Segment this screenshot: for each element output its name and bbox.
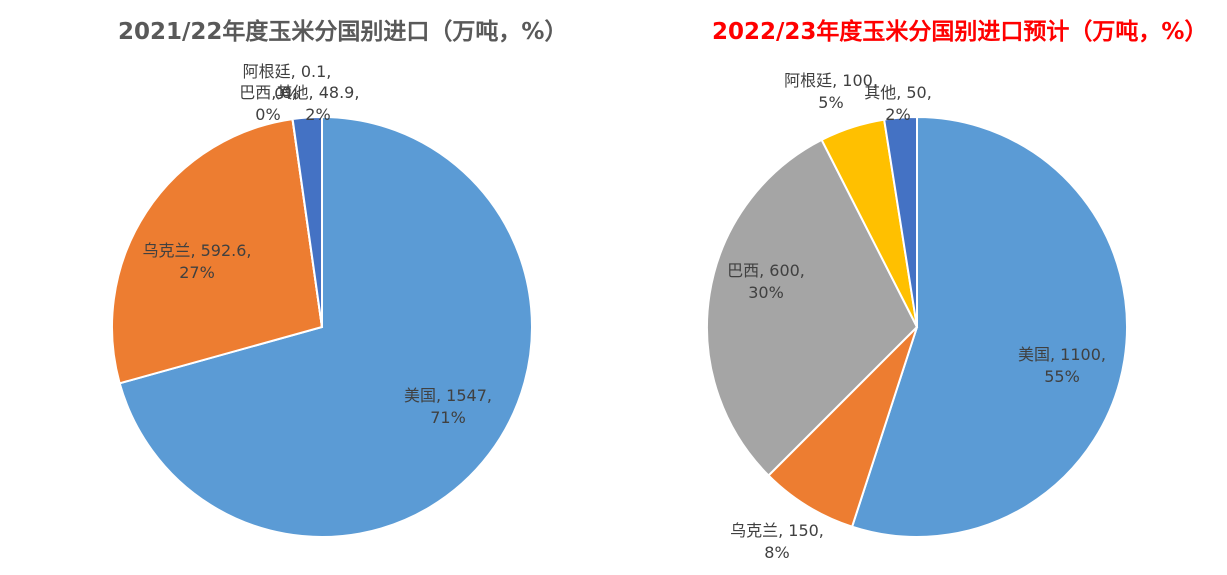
pie1-data-label-0: 美国, 1547, 71% [404,386,492,427]
pie2-data-label-0: 美国, 1100, 55% [1018,345,1106,386]
pie2-slice-2 [706,138,919,477]
pie2-data-label-2: 巴西, 600, 30% [727,261,805,302]
pie1-data-label-1: 乌克兰, 592.6, 27% [142,241,251,282]
chart-title-2022-23: 2022/23年度玉米分国别进口预计（万吨，%） [712,19,1208,45]
pie1-data-label-2: 巴西, 0, 0% [239,83,296,124]
pie2-slice-1 [767,326,918,528]
pie2-data-label-3: 阿根廷, 100, 5% [784,71,878,112]
pie2-slice-0 [850,115,1128,538]
pie2-slice-4 [883,115,918,328]
pie1-slice-1 [111,117,324,385]
pie1-slice-0 [118,115,533,538]
pie1-slice-4 [291,115,323,328]
pie2-data-label-1: 乌克兰, 150, 8% [730,521,824,562]
pie1-data-label-3: 阿根廷, 0.1, 0% [243,62,332,103]
pie2-data-label-4: 其他, 50, 2% [864,83,932,124]
chart-title-2021-22: 2021/22年度玉米分国别进口（万吨，%） [118,19,568,45]
pie1-data-label-4: 其他, 48.9, 2% [277,83,360,124]
